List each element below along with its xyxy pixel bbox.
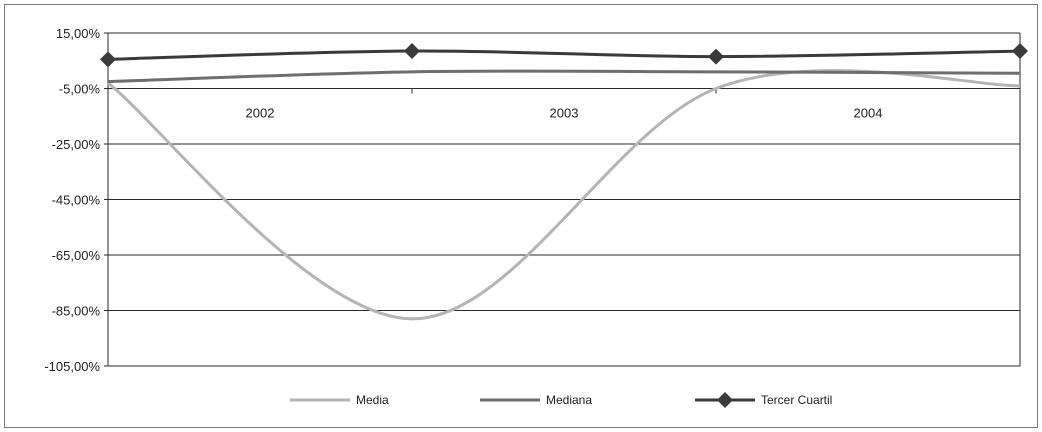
y-axis-tick-labels: 15,00% -5,00% -25,00% -45,00% -65,00% -85,00%…	[44, 26, 100, 374]
legend-label-tercer-cuartil: Tercer Cuartil	[761, 393, 832, 407]
legend: Media Mediana Tercer Cuartil	[290, 392, 832, 408]
y-tick-label: -5,00%	[59, 82, 101, 97]
data-point-tercer-cuartil	[100, 51, 116, 68]
y-tick-label: 15,00%	[56, 26, 101, 41]
gridlines	[108, 32, 1020, 367]
x-tick-label: 2002	[246, 106, 275, 121]
data-point-tercer-cuartil	[404, 43, 420, 60]
y-tick-label: -25,00%	[52, 137, 101, 152]
y-tick-label: -105,00%	[44, 359, 100, 374]
axes	[104, 32, 1021, 367]
chart-frame	[4, 4, 1038, 428]
y-tick-label: -85,00%	[52, 304, 101, 319]
x-axis-tick-labels: 2002 2003 2004	[246, 106, 883, 121]
series-line-mediana	[107, 69, 1021, 84]
x-tick-label: 2004	[854, 106, 883, 121]
legend-label-mediana: Mediana	[546, 393, 592, 407]
x-tick-label: 2003	[550, 106, 579, 121]
legend-label-media: Media	[356, 393, 389, 407]
data-point-tercer-cuartil	[1012, 43, 1028, 60]
data-point-tercer-cuartil	[708, 48, 724, 65]
y-tick-label: -65,00%	[52, 248, 101, 263]
y-tick-label: -45,00%	[52, 193, 101, 208]
legend-marker-tercer-cuartil	[717, 392, 733, 408]
series-lines	[100, 43, 1028, 321]
series-line-tercer-cuartil	[107, 49, 1021, 61]
